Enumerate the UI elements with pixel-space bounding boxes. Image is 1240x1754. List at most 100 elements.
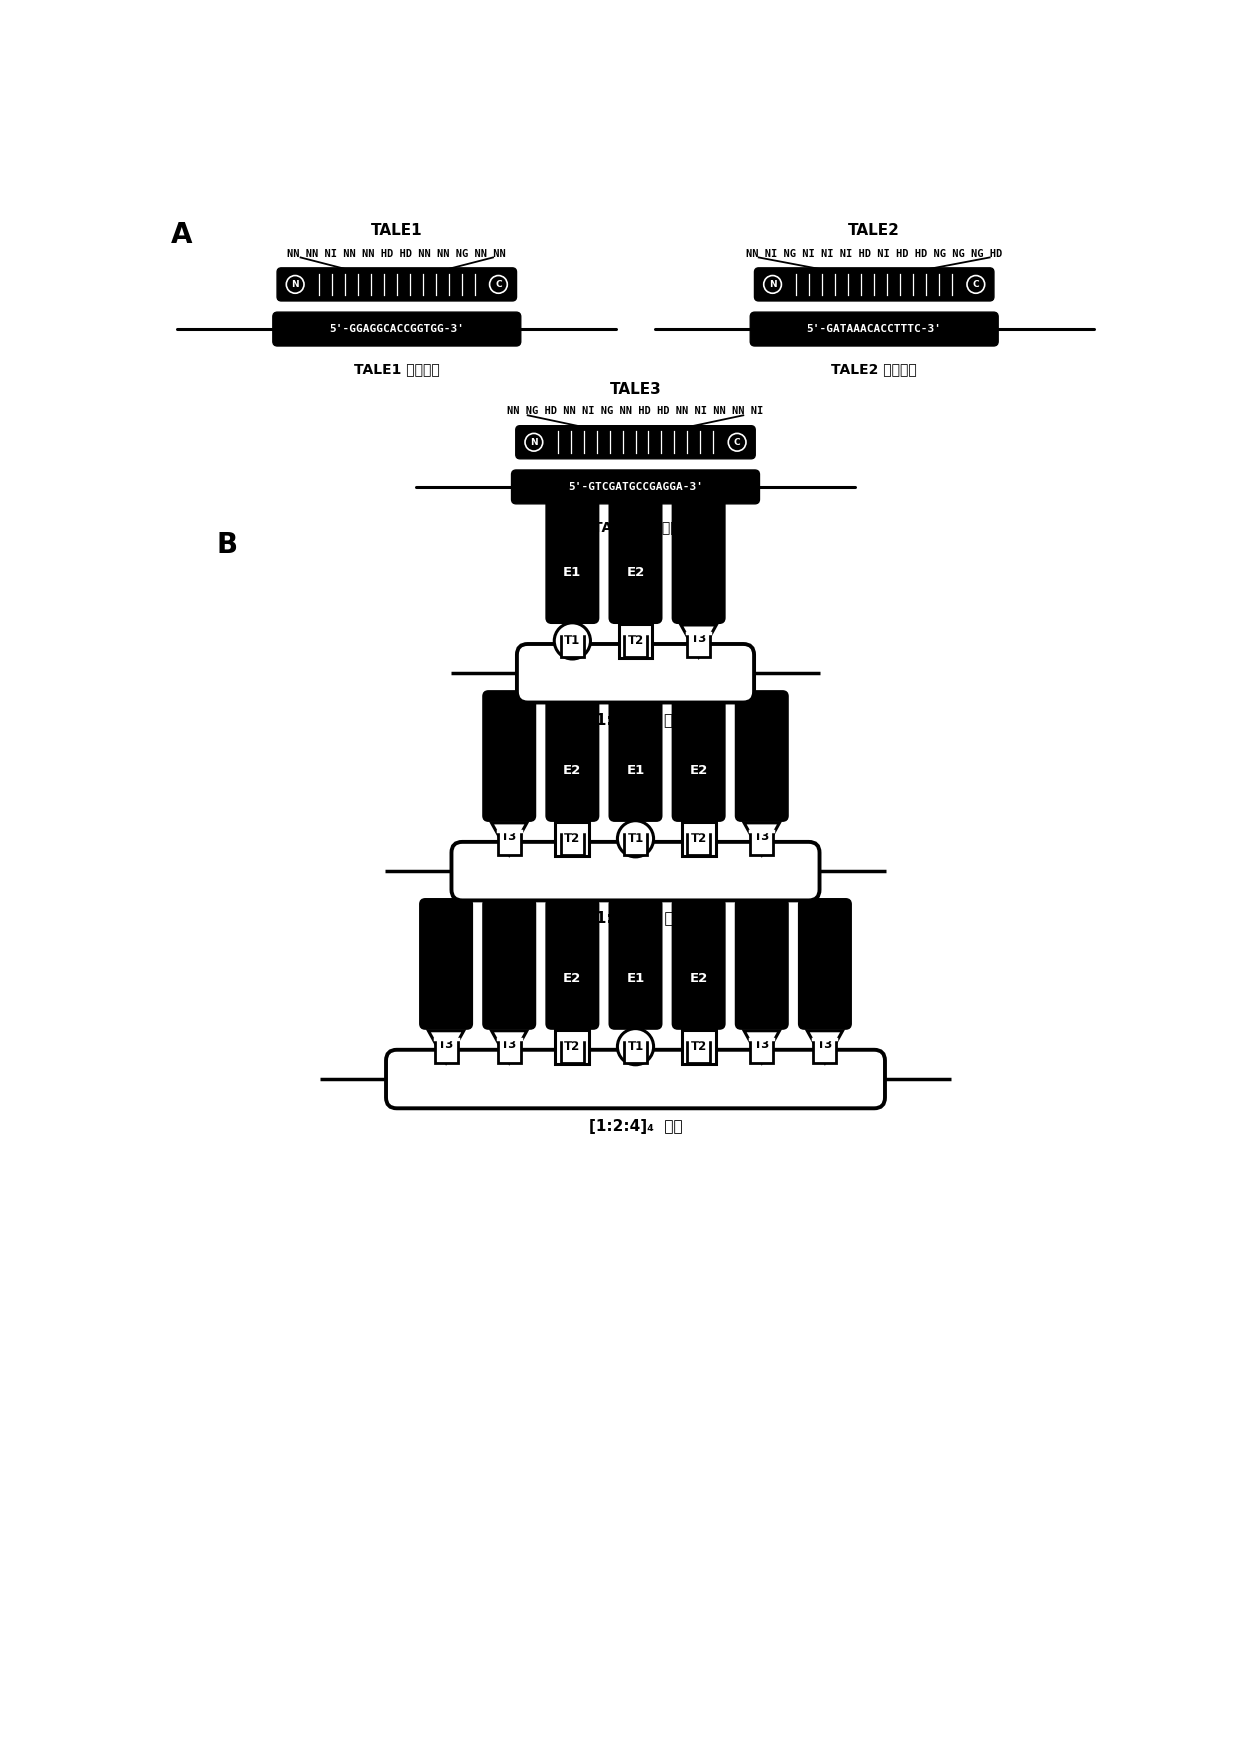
FancyBboxPatch shape <box>273 312 521 346</box>
Circle shape <box>618 1028 653 1065</box>
Text: [1:2:4]₄  支架: [1:2:4]₄ 支架 <box>589 1119 682 1135</box>
Text: 5'-GATAAACACCTTTC-3': 5'-GATAAACACCTTTC-3' <box>807 324 941 333</box>
Circle shape <box>490 275 507 293</box>
Text: T1: T1 <box>564 635 580 647</box>
Text: T3: T3 <box>438 1038 454 1051</box>
Text: T3: T3 <box>817 1038 833 1051</box>
Text: TALE2 结合基序: TALE2 结合基序 <box>831 361 918 375</box>
Bar <box>624 831 647 854</box>
Text: T1: T1 <box>627 833 644 845</box>
Text: [1:2:2]₄  支架: [1:2:2]₄ 支架 <box>589 912 682 926</box>
Bar <box>556 1030 589 1063</box>
FancyBboxPatch shape <box>754 268 994 302</box>
FancyBboxPatch shape <box>451 842 820 900</box>
Text: E2: E2 <box>563 972 582 984</box>
Text: NN NG HD NN NI NG NN HD HD NN NI NN NN NI: NN NG HD NN NI NG NN HD HD NN NI NN NN N… <box>507 407 764 416</box>
FancyBboxPatch shape <box>672 493 725 623</box>
Polygon shape <box>491 823 527 854</box>
Circle shape <box>728 433 746 451</box>
Text: B: B <box>217 531 238 560</box>
Text: T2: T2 <box>627 635 644 647</box>
FancyBboxPatch shape <box>277 268 517 302</box>
Bar <box>624 1038 647 1063</box>
Text: N: N <box>291 281 299 289</box>
Text: T1: T1 <box>627 1040 644 1052</box>
FancyBboxPatch shape <box>609 493 662 623</box>
Bar <box>434 1038 458 1063</box>
Circle shape <box>618 821 653 858</box>
Text: A: A <box>170 221 192 249</box>
FancyBboxPatch shape <box>386 1051 885 1109</box>
FancyBboxPatch shape <box>546 493 599 623</box>
Text: TALE2: TALE2 <box>848 223 900 239</box>
Polygon shape <box>491 1031 527 1063</box>
Circle shape <box>286 275 304 293</box>
Text: TALE1: TALE1 <box>371 223 423 239</box>
FancyBboxPatch shape <box>484 898 536 1030</box>
FancyBboxPatch shape <box>672 691 725 821</box>
Bar <box>750 831 774 854</box>
Text: E2: E2 <box>563 763 582 777</box>
FancyBboxPatch shape <box>609 691 662 821</box>
Bar <box>750 1038 774 1063</box>
Text: E2: E2 <box>689 763 708 777</box>
Polygon shape <box>807 1031 843 1063</box>
FancyBboxPatch shape <box>420 898 472 1030</box>
FancyBboxPatch shape <box>735 691 787 821</box>
Bar <box>624 633 647 658</box>
Text: T2: T2 <box>691 1040 707 1052</box>
Bar <box>687 831 711 854</box>
Text: T3: T3 <box>501 830 517 844</box>
Bar <box>619 624 652 658</box>
Text: NN NN NI NN NN HD HD NN NN NG NN NN: NN NN NI NN NN HD HD NN NN NG NN NN <box>288 249 506 258</box>
Text: N: N <box>769 281 776 289</box>
FancyBboxPatch shape <box>672 898 725 1030</box>
FancyBboxPatch shape <box>799 898 851 1030</box>
Circle shape <box>764 275 781 293</box>
Bar <box>687 1038 711 1063</box>
FancyBboxPatch shape <box>484 691 536 821</box>
Bar <box>687 633 711 658</box>
Text: C: C <box>495 281 502 289</box>
Bar <box>560 1038 584 1063</box>
Text: E2: E2 <box>689 972 708 984</box>
Polygon shape <box>744 1031 780 1063</box>
Bar <box>682 1030 715 1063</box>
Text: T3: T3 <box>754 1038 770 1051</box>
Polygon shape <box>428 1031 464 1063</box>
Text: 5'-GTCGATGCCGAGGA-3': 5'-GTCGATGCCGAGGA-3' <box>568 482 703 491</box>
Bar <box>813 1038 837 1063</box>
Text: T2: T2 <box>564 833 580 845</box>
Text: NN NI NG NI NI NI HD NI HD HD NG NG NG HD: NN NI NG NI NI NI HD NI HD HD NG NG NG H… <box>746 249 1002 258</box>
FancyBboxPatch shape <box>735 898 787 1030</box>
Bar <box>682 823 715 856</box>
Text: [1:1:1]₄  支架: [1:1:1]₄ 支架 <box>589 714 682 728</box>
Text: E1: E1 <box>626 972 645 984</box>
Bar <box>560 633 584 658</box>
Bar <box>560 831 584 854</box>
FancyBboxPatch shape <box>609 898 662 1030</box>
Text: TALE3 结合基序: TALE3 结合基序 <box>593 519 678 533</box>
FancyBboxPatch shape <box>750 312 998 346</box>
Text: T2: T2 <box>691 833 707 845</box>
FancyBboxPatch shape <box>546 898 599 1030</box>
Text: E2: E2 <box>626 567 645 579</box>
FancyBboxPatch shape <box>546 691 599 821</box>
Circle shape <box>967 275 985 293</box>
Text: C: C <box>734 438 740 447</box>
Text: N: N <box>529 438 538 447</box>
Polygon shape <box>744 823 780 854</box>
Text: T2: T2 <box>564 1040 580 1052</box>
FancyBboxPatch shape <box>516 426 755 460</box>
Bar <box>556 823 589 856</box>
Circle shape <box>554 623 590 660</box>
Text: TALE3: TALE3 <box>610 382 661 396</box>
Text: T3: T3 <box>754 830 770 844</box>
Text: E1: E1 <box>626 763 645 777</box>
Text: TALE1 结合基序: TALE1 结合基序 <box>353 361 440 375</box>
Bar <box>497 1038 521 1063</box>
FancyBboxPatch shape <box>517 644 754 703</box>
Text: T3: T3 <box>501 1038 517 1051</box>
Circle shape <box>525 433 543 451</box>
Polygon shape <box>681 624 717 656</box>
